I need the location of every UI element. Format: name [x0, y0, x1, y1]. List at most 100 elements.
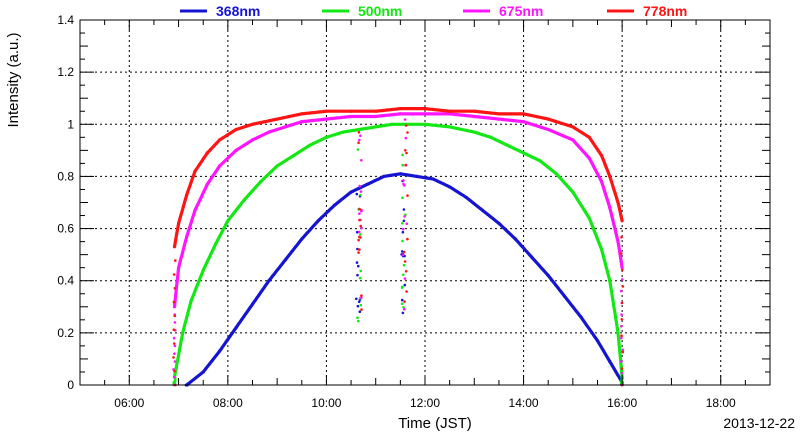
dropout-point	[403, 260, 407, 263]
data-point	[448, 109, 452, 113]
dropout-point	[404, 124, 408, 127]
dropout-point	[400, 286, 404, 289]
data-point	[300, 120, 304, 124]
dropout-point	[358, 207, 361, 211]
data-point	[218, 138, 222, 142]
data-point	[600, 154, 604, 158]
data-point	[242, 198, 246, 202]
data-point	[267, 130, 271, 134]
dropout-point	[402, 182, 405, 186]
data-point	[324, 109, 328, 113]
data-point	[201, 370, 205, 374]
data-point	[349, 114, 353, 119]
data-point	[316, 219, 320, 223]
dropout-point	[358, 248, 361, 251]
edge-point	[620, 313, 623, 316]
data-point	[398, 172, 402, 176]
data-point	[530, 255, 534, 259]
data-point	[324, 135, 328, 139]
edge-point	[620, 301, 624, 305]
dropout-point	[405, 222, 409, 225]
dropout-point	[401, 253, 405, 257]
data-point	[563, 294, 567, 298]
axis-ticks	[80, 19, 770, 386]
x-axis-label: Time (JST)	[398, 415, 472, 432]
data-point	[431, 177, 435, 181]
data-point	[205, 151, 209, 155]
dropout-point	[400, 250, 404, 253]
data-point	[193, 169, 197, 173]
dropout-point	[357, 264, 360, 268]
dropout-point	[403, 300, 406, 303]
x-tick-label: 10:00	[311, 396, 341, 410]
y-tick-label: 0.6	[57, 222, 74, 236]
data-point	[571, 138, 575, 142]
edge-point	[621, 285, 625, 288]
edge-point	[620, 235, 623, 239]
dropout-point	[358, 218, 361, 222]
edge-point	[620, 252, 623, 255]
data-point	[250, 302, 255, 306]
data-point	[193, 208, 197, 212]
data-point	[505, 143, 509, 147]
data-point	[546, 117, 550, 121]
edge-point	[620, 336, 623, 340]
series-line	[185, 172, 624, 387]
dropout-point	[405, 290, 408, 293]
dropout-point	[406, 194, 409, 197]
legend-label-500nm: 500nm	[358, 3, 402, 19]
data-point	[472, 109, 476, 113]
data-point	[571, 125, 575, 129]
data-point	[616, 200, 620, 205]
dropout-point	[401, 239, 404, 243]
data-point	[497, 112, 501, 116]
dropout-point	[405, 151, 408, 155]
data-point	[181, 331, 185, 335]
x-tick-label: 12:00	[410, 396, 440, 410]
dropout-point	[403, 118, 407, 121]
x-tick-label: 16:00	[607, 396, 637, 410]
y-tick-label: 1	[67, 117, 74, 131]
dropout-point	[359, 134, 362, 137]
dropout-point	[360, 159, 363, 162]
date-label: 2013-12-22	[723, 415, 795, 431]
edge-point	[173, 369, 176, 373]
data-point	[472, 114, 476, 119]
data-point	[587, 156, 591, 160]
y-tick-label: 0.4	[57, 274, 74, 288]
dropout-point	[359, 193, 362, 197]
dropout-point	[359, 224, 363, 228]
dropout-point	[400, 302, 404, 306]
y-axis-label: Intensity (a.u.)	[5, 32, 22, 127]
data-point	[620, 219, 624, 223]
x-tick-label: 08:00	[213, 396, 243, 410]
edge-point	[620, 334, 623, 338]
edge-point	[173, 287, 177, 290]
data-point	[616, 331, 620, 335]
data-point	[398, 112, 402, 116]
data-point	[250, 122, 255, 126]
data-point	[464, 195, 468, 199]
data-point	[226, 219, 230, 223]
dropout-point	[356, 247, 359, 251]
dropout-point	[359, 233, 362, 236]
data-point	[259, 180, 263, 184]
data-point	[201, 268, 205, 272]
data-point	[587, 135, 591, 139]
data-point	[448, 125, 452, 129]
data-point	[283, 258, 287, 262]
legend-label-368nm: 368nm	[216, 3, 260, 19]
legend-label-675nm: 675nm	[499, 3, 543, 19]
edge-point	[173, 352, 176, 356]
data-point	[185, 193, 189, 197]
edge-point	[620, 325, 623, 328]
y-tick-label: 0	[67, 378, 74, 392]
data-point	[608, 206, 612, 210]
data-point	[365, 182, 370, 186]
y-tick-label: 0.2	[57, 326, 74, 340]
dropout-point	[357, 251, 360, 254]
dropout-point	[400, 298, 404, 302]
dropout-point	[357, 141, 360, 144]
edge-point	[620, 318, 624, 321]
